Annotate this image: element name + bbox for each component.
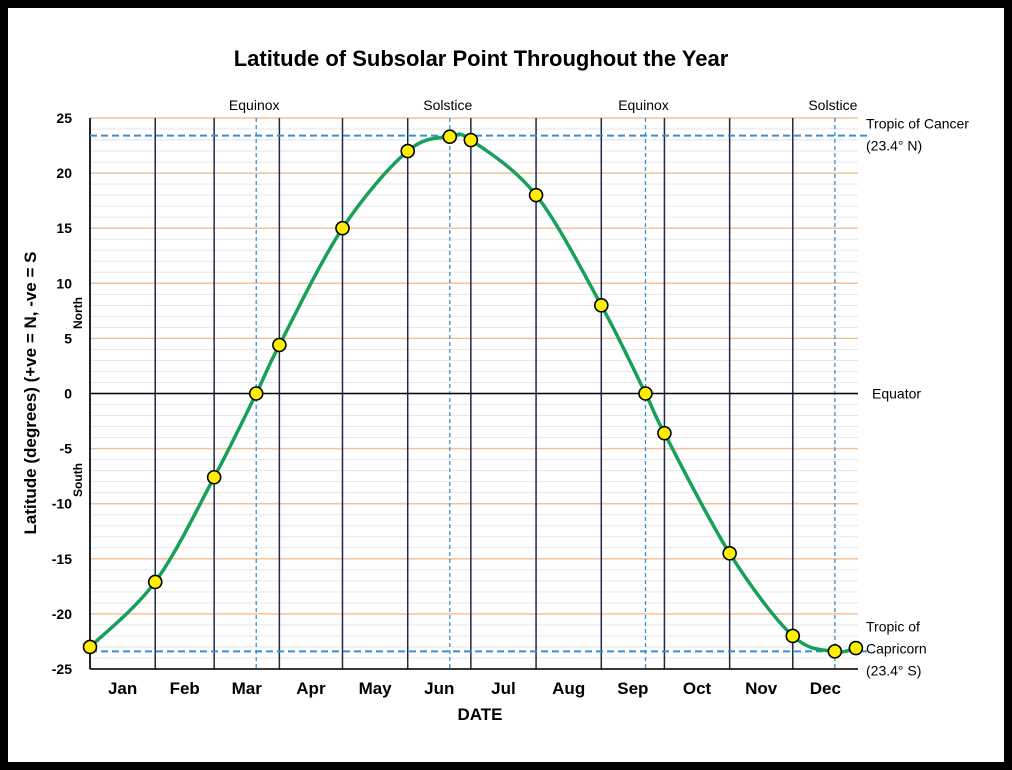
- reference-date-label: Solstice: [808, 97, 857, 113]
- x-tick-label: Feb: [170, 679, 200, 698]
- y-tick-label: 15: [56, 220, 72, 236]
- y-tick-label: -20: [52, 606, 72, 622]
- data-point: [722, 545, 737, 561]
- data-point: [848, 640, 864, 656]
- x-tick-label: May: [359, 679, 393, 698]
- x-tick-label: Dec: [810, 679, 841, 698]
- data-point: [442, 129, 458, 145]
- y-tick-label: -15: [52, 551, 72, 567]
- reference-latitude-label: (23.4° S): [866, 662, 921, 678]
- chart-title: Latitude of Subsolar Point Throughout th…: [234, 46, 729, 71]
- x-tick-label: Oct: [683, 679, 712, 698]
- reference-latitude-label: Tropic of Cancer: [866, 116, 969, 132]
- x-tick-label: Jul: [491, 679, 516, 698]
- subsolar-latitude-chart: Latitude of Subsolar Point Throughout th…: [21, 46, 970, 724]
- x-tick-label: Jun: [424, 679, 454, 698]
- x-tick-label: Sep: [617, 679, 648, 698]
- y-tick-label: -5: [60, 441, 73, 457]
- x-tick-label: Aug: [552, 679, 585, 698]
- reference-date-label: Solstice: [423, 97, 472, 113]
- y-tick-label: -10: [52, 496, 72, 512]
- x-tick-label: Mar: [232, 679, 263, 698]
- x-tick-label: Apr: [296, 679, 326, 698]
- y-tick-label: -25: [52, 661, 72, 677]
- data-point: [657, 425, 672, 441]
- data-point: [272, 337, 287, 353]
- data-points: [82, 129, 864, 659]
- data-point: [528, 187, 544, 203]
- x-axis-title: DATE: [457, 705, 502, 724]
- data-point: [248, 386, 264, 401]
- data-point: [335, 220, 350, 236]
- y-tick-label: 25: [56, 110, 72, 126]
- y-tick-label: 20: [56, 165, 72, 181]
- data-point: [827, 644, 843, 659]
- y-tick-label: 5: [64, 330, 72, 346]
- data-point: [593, 298, 609, 313]
- y-axis-title: Latitude (degrees) (+ve = N, -ve = S: [21, 252, 40, 535]
- data-point: [82, 639, 98, 655]
- data-point: [400, 143, 416, 159]
- data-point: [206, 469, 222, 485]
- reference-date-label: Equinox: [229, 97, 280, 113]
- chart-frame: Latitude of Subsolar Point Throughout th…: [8, 8, 1004, 762]
- south-label: South: [71, 463, 85, 497]
- reference-date-label: Equinox: [618, 97, 669, 113]
- grid: [89, 117, 858, 670]
- reference-latitude-label: Tropic of: [866, 618, 920, 634]
- reference-latitude-label: Equator: [872, 386, 921, 402]
- x-tick-label: Jan: [108, 679, 137, 698]
- reference-latitude-label: (23.4° N): [866, 138, 922, 154]
- data-point: [147, 574, 163, 590]
- y-tick-label: 10: [56, 275, 72, 291]
- data-point: [638, 386, 653, 401]
- data-point: [785, 628, 801, 644]
- x-tick-label: Nov: [745, 679, 778, 698]
- north-label: North: [71, 297, 85, 329]
- y-tick-label: 0: [64, 386, 72, 402]
- data-point: [463, 132, 479, 148]
- reference-latitude-label: Capricorn: [866, 640, 927, 656]
- labels: 25 20 15 10 5 0 -5 -10 -15 -20 -25 Jan Feb Mar Apr May J…: [52, 97, 970, 698]
